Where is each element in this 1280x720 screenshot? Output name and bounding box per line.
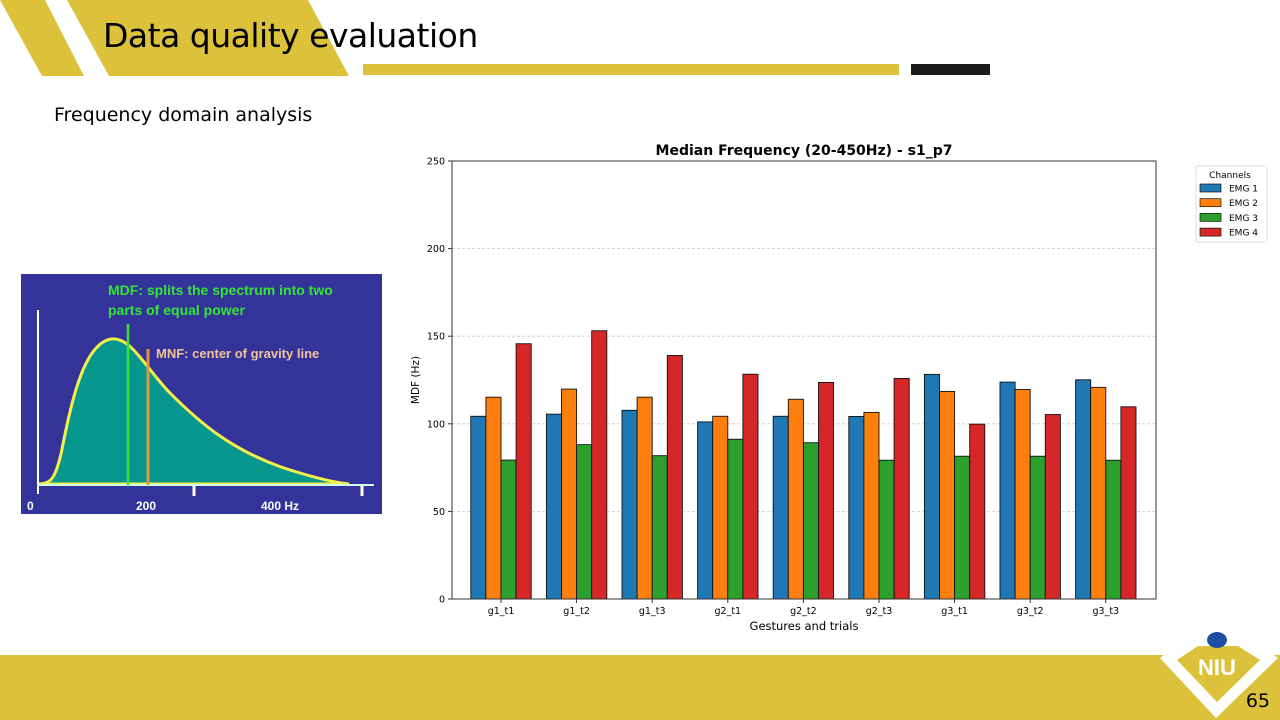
bar-emg-2-g3_t3 [1090, 386, 1107, 600]
logo-text: NIU [1198, 655, 1236, 680]
bar-emg-4-g1_t1 [515, 343, 532, 600]
y-tick-label: 100 [427, 419, 445, 430]
plot-frame [451, 160, 1157, 600]
chart-title: Median Frequency (20-450Hz) - s1_p7 [656, 143, 953, 159]
x-tick-label: g3_t3 [1093, 606, 1120, 617]
bar-emg-1-g3_t1 [923, 373, 940, 600]
x-tick-label: g1_t2 [563, 606, 590, 617]
x-tick-label: g3_t2 [1017, 606, 1044, 617]
bar-emg-3-g2_t1 [727, 438, 744, 600]
x-tick-label: g2_t2 [790, 606, 817, 617]
y-tick-label: 0 [439, 595, 445, 606]
legend-swatch [1199, 227, 1222, 237]
logo-emblem [1207, 632, 1227, 648]
bar-emg-4-g3_t2 [1044, 414, 1061, 600]
bar-emg-1-g3_t3 [1075, 379, 1092, 600]
slide-subtitle: Frequency domain analysis [54, 104, 313, 126]
slide-title: Data quality evaluation [103, 16, 478, 55]
legend-label: EMG 2 [1229, 199, 1258, 209]
bar-emg-3-g3_t1 [954, 455, 971, 600]
bar-emg-1-g1_t2 [545, 413, 562, 600]
bar-emg-3-g2_t2 [802, 442, 819, 600]
y-tick-label: 200 [427, 244, 445, 255]
bar-emg-1-g2_t2 [772, 415, 789, 600]
legend-label: EMG 3 [1229, 214, 1258, 224]
header-black-bar [911, 64, 990, 75]
mdf-label: MDF: splits the spectrum into two [108, 282, 333, 298]
page-number: 65 [1245, 690, 1270, 712]
legend-label: EMG 1 [1229, 185, 1258, 195]
bar-emg-2-g3_t2 [1014, 389, 1031, 600]
tick-label: 400 Hz [261, 499, 299, 513]
bar-emg-1-g2_t3 [848, 415, 865, 600]
bar-emg-2-g1_t3 [636, 396, 653, 600]
bar-emg-1-g1_t3 [621, 409, 638, 600]
y-axis-label: MDF (Hz) [410, 356, 422, 404]
bar-emg-1-g1_t1 [470, 415, 487, 600]
bar-emg-4-g3_t1 [969, 423, 986, 600]
bar-emg-3-g1_t1 [500, 459, 517, 600]
spectrum-area [36, 337, 350, 486]
bar-emg-3-g3_t3 [1105, 459, 1122, 600]
legend-swatch [1199, 183, 1222, 193]
bar-emg-2-g3_t1 [939, 390, 956, 600]
bar-emg-4-g2_t3 [893, 377, 910, 600]
bar-emg-1-g2_t1 [697, 421, 714, 600]
bar-emg-3-g2_t3 [878, 459, 895, 600]
bar-emg-2-g2_t1 [712, 415, 729, 600]
bar-emg-3-g3_t2 [1029, 455, 1046, 600]
bar-emg-4-g1_t2 [591, 330, 608, 600]
legend-label: EMG 4 [1229, 229, 1258, 239]
tick-label: 200 [136, 499, 156, 513]
bar-emg-4-g3_t3 [1120, 406, 1137, 600]
x-tick-label: g2_t1 [715, 606, 742, 617]
bar-emg-4-g2_t1 [742, 373, 759, 600]
y-tick-label: 50 [433, 507, 445, 518]
x-axis-label: Gestures and trials [750, 619, 859, 633]
niu-logo: NIU [1160, 632, 1278, 718]
bar-emg-4-g1_t3 [666, 355, 683, 600]
x-tick-label: g1_t1 [488, 606, 515, 617]
mdf-label: parts of equal power [108, 302, 245, 318]
y-tick-label: 150 [427, 332, 445, 343]
bar-emg-2-g2_t2 [787, 398, 804, 600]
legend-swatch [1199, 198, 1222, 208]
bar-emg-1-g3_t2 [999, 381, 1016, 600]
header-banner [67, 0, 349, 76]
header-gold-bar [363, 64, 899, 75]
legend: Channels EMG 1 EMG 2 EMG 3 EMG 4 [1195, 165, 1268, 243]
median-frequency-chart: 0 50 100 150 200 250 g1_t1 g1_t2 g1_t3 g2_t1 g2_t… [410, 143, 1268, 633]
header-decoration [0, 0, 990, 76]
legend-title: Channels [1209, 171, 1251, 181]
y-tick-label: 250 [427, 157, 445, 168]
bar-emg-3-g1_t3 [651, 455, 668, 600]
x-tick-label: g3_t1 [941, 606, 968, 617]
tick-label: 0 [27, 499, 34, 513]
header-stripe [0, 0, 84, 76]
footer-band [0, 655, 1280, 720]
mnf-label: MNF: center of gravity line [156, 346, 319, 361]
bar-emg-2-g1_t1 [485, 396, 502, 600]
mdf-mnf-illustration: MDF: splits the spectrum into two parts … [21, 274, 382, 514]
bar-emg-2-g2_t3 [863, 411, 880, 600]
legend-swatch [1199, 213, 1222, 222]
x-tick-label: g1_t3 [639, 606, 666, 617]
bar-emg-2-g1_t2 [561, 388, 578, 600]
bar-emg-4-g2_t2 [818, 382, 835, 600]
bar-emg-3-g1_t2 [576, 444, 593, 600]
x-tick-label: g2_t3 [866, 606, 893, 617]
